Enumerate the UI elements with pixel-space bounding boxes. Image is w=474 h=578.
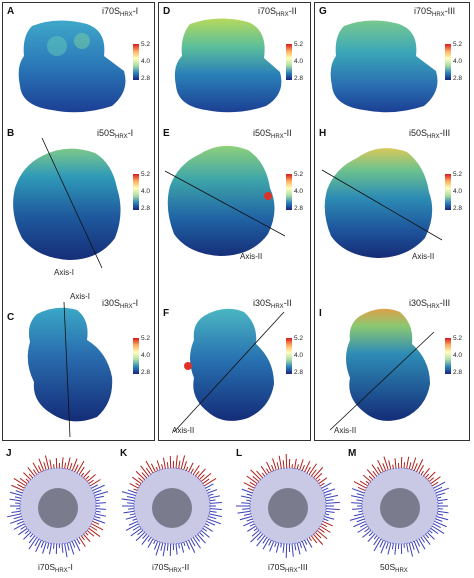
colorbar-top-label: 5.2: [294, 171, 304, 178]
axis-label: Axis-II: [412, 252, 435, 261]
colorbar-mid-label: 4.0: [141, 188, 151, 195]
panel-letter: F: [163, 308, 170, 319]
column-frame-1: [2, 2, 155, 441]
colorbar: [133, 174, 139, 210]
density-map-c: [27, 302, 113, 437]
colorbar-top-label: 5.2: [141, 41, 151, 48]
panel-letter: C: [7, 312, 15, 323]
panel-d: D i70SHRX-II 5.2 4.0 2.8: [158, 2, 311, 120]
panel-title: i70SHRX-II: [258, 6, 297, 18]
colorbar-mid-label: 4.0: [453, 58, 463, 65]
panel-letter: E: [163, 128, 170, 139]
colorbar: [445, 174, 451, 210]
angular-distribution-sphere: [7, 455, 109, 558]
panel-title: i30SHRX-II: [253, 298, 292, 310]
density-map-i: [329, 308, 435, 431]
panel-title: i30SHRX-I: [102, 298, 139, 310]
density-map-e: [164, 145, 285, 256]
colorbar: [286, 174, 292, 210]
panel-letter: G: [319, 6, 327, 17]
colorbar-top-label: 5.2: [453, 41, 463, 48]
panel-title: i70SHRX-I: [102, 6, 139, 18]
panel-i: I i30SHRX-III Axis-II 5.2 4.0 2.8: [314, 288, 470, 440]
colorbar-top-label: 5.2: [141, 335, 151, 342]
colorbar-bottom-label: 2.8: [294, 369, 304, 376]
angular-distribution-sphere: [349, 456, 450, 557]
angular-distribution-sphere: [236, 454, 340, 558]
colorbar: [286, 44, 292, 80]
axis-label: Axis-I: [54, 268, 74, 277]
panel-e: E i50SHRX-II Axis-II 5.2 4.0 2.8: [158, 124, 311, 284]
sphere-caption: i70SHRX-III: [268, 562, 308, 574]
panel-letter: J: [6, 448, 12, 459]
colorbar-bottom-label: 2.8: [453, 75, 463, 82]
column-frame-2: [158, 2, 311, 441]
density-map-g: [330, 20, 438, 113]
colorbar-mid-label: 4.0: [141, 352, 151, 359]
colorbar-top-label: 5.2: [294, 41, 304, 48]
panel-letter: L: [236, 448, 243, 459]
colorbar-top-label: 5.2: [294, 335, 304, 342]
density-map-f: [173, 308, 285, 433]
colorbar: [133, 338, 139, 374]
colorbar-mid-label: 4.0: [141, 58, 151, 65]
colorbar: [286, 338, 292, 374]
colorbar-mid-label: 4.0: [294, 58, 304, 65]
colorbar-top-label: 5.2: [141, 171, 151, 178]
density-map-h: [321, 148, 442, 258]
colorbar-bottom-label: 2.8: [141, 369, 151, 376]
colorbar: [133, 44, 139, 80]
column-frame-3: [314, 2, 470, 441]
panel-title: i30SHRX-III: [409, 298, 451, 310]
panel-title: i70SHRX-III: [414, 6, 456, 18]
axis-label: Axis-II: [172, 426, 195, 435]
panel-letter: H: [319, 128, 327, 139]
colorbar-bottom-label: 2.8: [141, 205, 151, 212]
colorbar: [445, 338, 451, 374]
panel-title: i50SHRX-III: [409, 128, 451, 140]
axis-label: Axis-II: [240, 252, 263, 261]
density-map-b: [13, 138, 121, 269]
panel-title: i50SHRX-II: [253, 128, 292, 140]
colorbar-top-label: 5.2: [453, 335, 463, 342]
colorbar-bottom-label: 2.8: [141, 75, 151, 82]
panel-letter: A: [7, 6, 15, 17]
colorbar-bottom-label: 2.8: [294, 75, 304, 82]
axis-label: Axis-I: [70, 292, 90, 301]
axis-label: Axis-II: [334, 426, 357, 435]
sphere-caption: i70SHRX-I: [38, 562, 73, 574]
panel-letter: D: [163, 6, 171, 17]
colorbar-mid-label: 4.0: [453, 188, 463, 195]
colorbar-bottom-label: 2.8: [453, 205, 463, 212]
density-map-a: [18, 20, 126, 113]
density-map-d: [174, 18, 282, 113]
panel-letter: B: [7, 128, 15, 139]
panel-a: A i70SHRX-I 5.2 4.0 2.8: [2, 2, 155, 120]
panel-letter: K: [120, 448, 128, 459]
panel-letter: M: [348, 448, 357, 459]
panel-letter: I: [319, 308, 322, 319]
colorbar-mid-label: 4.0: [294, 352, 304, 359]
colorbar-top-label: 5.2: [453, 171, 463, 178]
panel-title: i50SHRX-I: [97, 128, 134, 140]
colorbar-mid-label: 4.0: [453, 352, 463, 359]
angular-distribution-sphere: [121, 455, 222, 557]
sphere-caption: i70SHRX-II: [152, 562, 190, 574]
colorbar: [445, 44, 451, 80]
colorbar-mid-label: 4.0: [294, 188, 304, 195]
panel-c: Axis-I C i30SHRX-I 5.2 4.0 2.8: [2, 288, 155, 440]
panel-g: G i70SHRX-III 5.2 4.0 2.8: [314, 2, 470, 120]
sphere-caption: 50SHRX: [380, 562, 408, 574]
panel-h: H i50SHRX-III Axis-II 5.2 4.0 2.8: [314, 124, 470, 284]
panel-b: B i50SHRX-I Axis-I 5.2 4.0 2.8: [2, 124, 155, 284]
panel-f: F i30SHRX-II Axis-II 5.2 4.0 2.8: [158, 288, 311, 440]
colorbar-bottom-label: 2.8: [294, 205, 304, 212]
colorbar-bottom-label: 2.8: [453, 369, 463, 376]
